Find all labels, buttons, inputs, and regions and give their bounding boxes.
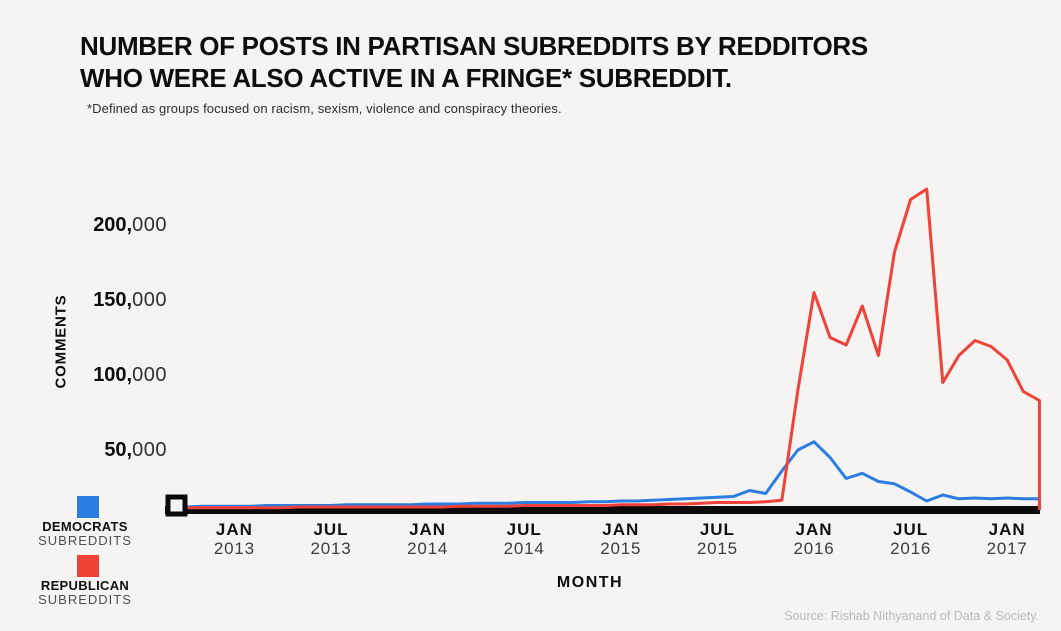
x-tick-label: JAN 2013 bbox=[213, 520, 255, 558]
x-tick-label: JAN 2015 bbox=[600, 520, 642, 558]
y-tick-label: 150,000 bbox=[93, 289, 167, 311]
x-tick-label: JAN 2014 bbox=[407, 520, 449, 558]
x-tick-label: JUL 2016 bbox=[890, 520, 932, 558]
democrats-color-swatch bbox=[77, 496, 99, 518]
source-credit: Source: Rishab Nithyanand of Data & Soci… bbox=[784, 609, 1039, 623]
x-tick-label: JUL 2013 bbox=[310, 520, 352, 558]
x-axis-line bbox=[165, 506, 1040, 514]
legend-republican-sublabel: SUBREDDITS bbox=[38, 592, 132, 607]
y-tick-label: 100,000 bbox=[93, 364, 167, 386]
y-tick-label: 200,000 bbox=[93, 214, 167, 236]
x-tick-label: JUL 2014 bbox=[503, 520, 545, 558]
x-axis-title: MONTH bbox=[556, 574, 624, 591]
series-line-democrats bbox=[170, 440, 1041, 510]
legend-republican-label: REPUBLICAN bbox=[40, 578, 130, 593]
y-tick-label: 50,000 bbox=[104, 439, 167, 461]
x-tick-label: JAN 2017 bbox=[986, 520, 1028, 558]
data-series-lines bbox=[170, 187, 1041, 510]
series-line-republican bbox=[170, 187, 1041, 510]
axis-start-marker bbox=[165, 494, 188, 517]
page-title-line-2: WHO WERE ALSO ACTIVE IN A FRINGE* SUBRED… bbox=[80, 63, 732, 93]
page-title-line-1: NUMBER OF POSTS IN PARTISAN SUBREDDITS B… bbox=[80, 31, 868, 61]
x-tick-label: JUL 2015 bbox=[696, 520, 738, 558]
legend-democrats-label: DEMOCRATS bbox=[42, 519, 128, 534]
footnote-definition: *Defined as groups focused on racism, se… bbox=[87, 101, 562, 116]
republican-color-swatch bbox=[77, 555, 99, 577]
legend-democrats-sublabel: SUBREDDITS bbox=[38, 533, 132, 548]
x-tick-label: JAN 2016 bbox=[793, 520, 835, 558]
